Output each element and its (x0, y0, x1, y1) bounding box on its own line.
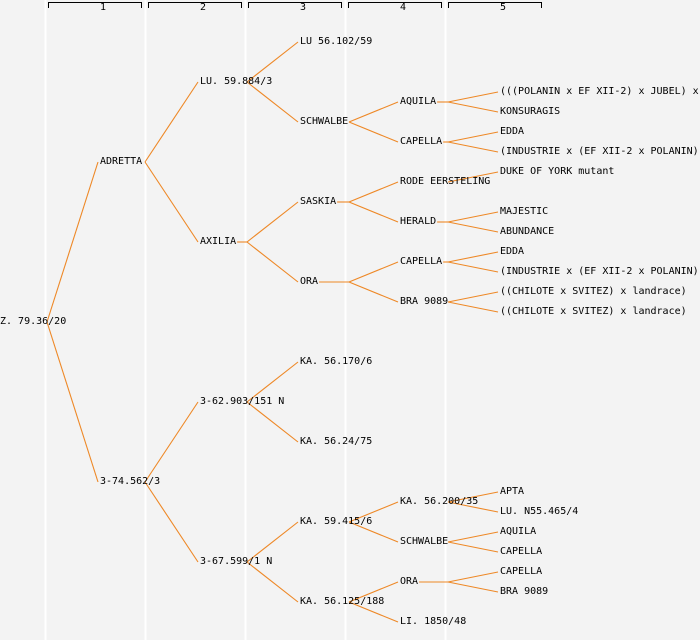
branch-line (144, 401, 199, 483)
branch-line (246, 241, 299, 283)
branch-line (246, 81, 299, 123)
tree-node-label: CAPELLA (500, 546, 543, 557)
tree-node-label: LU. N55.465/4 (500, 506, 579, 517)
tree-node-label: ORA (400, 576, 419, 587)
branch-line (246, 561, 299, 603)
tree-node-label: ORA (300, 276, 319, 287)
branch-line (447, 291, 499, 303)
branch-line (447, 501, 499, 513)
generation-label: 1 (100, 2, 107, 13)
branch-line (348, 601, 399, 623)
tree-node-label: KA. 56.170/6 (300, 356, 373, 367)
generation-label: 4 (400, 2, 407, 13)
tree-node-label: ((CHILOTE x SVITEZ) x landrace) (500, 286, 687, 297)
tree-node-label: (INDUSTRIE x (EF XII-2 x POLANIN)) (500, 146, 700, 157)
branch-line (447, 91, 499, 103)
tree-node-label: LI. 1850/48 (400, 616, 467, 627)
tree-node-label: KONSURAGIS (500, 106, 561, 117)
branch-line (348, 201, 399, 223)
branch-line (246, 521, 299, 563)
tree-node-label: SCHWALBE (400, 536, 449, 547)
tree-node-label: RODE EERSTELING (400, 176, 491, 187)
branch-line (447, 131, 499, 143)
tree-node-label: CAPELLA (500, 566, 543, 577)
branch-line (447, 251, 499, 263)
branch-line (144, 161, 199, 243)
tree-node-label: BRA 9089 (500, 586, 549, 597)
branch-line (246, 401, 299, 443)
branch-line (246, 201, 299, 243)
tree-node-label: ((CHILOTE x SVITEZ) x landrace) (500, 306, 687, 317)
tree-node-label: 3-74.562/3 (100, 476, 161, 487)
tree-node-label: Z. 79.36/20 (0, 316, 67, 327)
branch-line (246, 41, 299, 83)
tree-node-label: MAJESTIC (500, 206, 549, 217)
branch-line (348, 581, 399, 603)
tree-node-label: AXILIA (200, 236, 237, 247)
branch-line (447, 541, 499, 553)
tree-node-label: 3-67.599/1 N (200, 556, 273, 567)
tree-node-label: AQUILA (400, 96, 437, 107)
tree-node-label: KA. 56.24/75 (300, 436, 373, 447)
tree-node-label: HERALD (400, 216, 437, 227)
branch-line (144, 481, 199, 563)
tree-node-label: 3-62.903/151 N (200, 396, 285, 407)
tree-node-label: EDDA (500, 246, 525, 257)
tree-node-label: CAPELLA (400, 136, 443, 147)
branch-line (447, 261, 499, 273)
tree-node-label: AQUILA (500, 526, 537, 537)
branch-line (348, 181, 399, 203)
branch-line (348, 261, 399, 283)
tree-node-label: LU. 59.884/3 (200, 76, 273, 87)
tree-node-label: (INDUSTRIE x (EF XII-2 x POLANIN)) (500, 266, 700, 277)
branch-line (348, 121, 399, 143)
tree-node-label: LU 56.102/59 (300, 36, 373, 47)
generation-label: 5 (500, 2, 507, 13)
branch-line (447, 571, 499, 583)
branch-line (447, 531, 499, 543)
branch-line (348, 501, 399, 523)
branch-line (447, 171, 499, 183)
tree-node-label: SASKIA (300, 196, 337, 207)
tree-node-label: CAPELLA (400, 256, 443, 267)
tree-node-label: BRA 9089 (400, 296, 449, 307)
generation-label: 3 (300, 2, 307, 13)
branch-line (348, 521, 399, 543)
tree-node-label: ADRETTA (100, 156, 143, 167)
tree-node-label: KA. 56.125/188 (300, 596, 385, 607)
branch-line (447, 211, 499, 223)
branch-line (447, 101, 499, 113)
tree-node-label: ABUNDANCE (500, 226, 555, 237)
tree-node-label: SCHWALBE (300, 116, 349, 127)
tree-node-label: KA. 56.200/35 (400, 496, 479, 507)
branch-line (447, 491, 499, 503)
tree-node-label: (((POLANIN x EF XII-2) x JUBEL) x (500, 86, 699, 97)
branch-line (246, 361, 299, 403)
branch-line (447, 221, 499, 233)
branch-line (447, 581, 499, 593)
tree-node-label: APTA (500, 486, 525, 497)
branch-line (447, 301, 499, 313)
tree-node-label: DUKE OF YORK mutant (500, 166, 615, 177)
tree-node-label: EDDA (500, 126, 525, 137)
branch-line (348, 101, 399, 123)
branch-line (46, 321, 99, 483)
tree-node-label: KA. 59.415/6 (300, 516, 373, 527)
branch-line (447, 141, 499, 153)
branch-line (144, 81, 199, 163)
branch-line (46, 161, 99, 323)
generation-label: 2 (200, 2, 207, 13)
branch-line (348, 281, 399, 303)
